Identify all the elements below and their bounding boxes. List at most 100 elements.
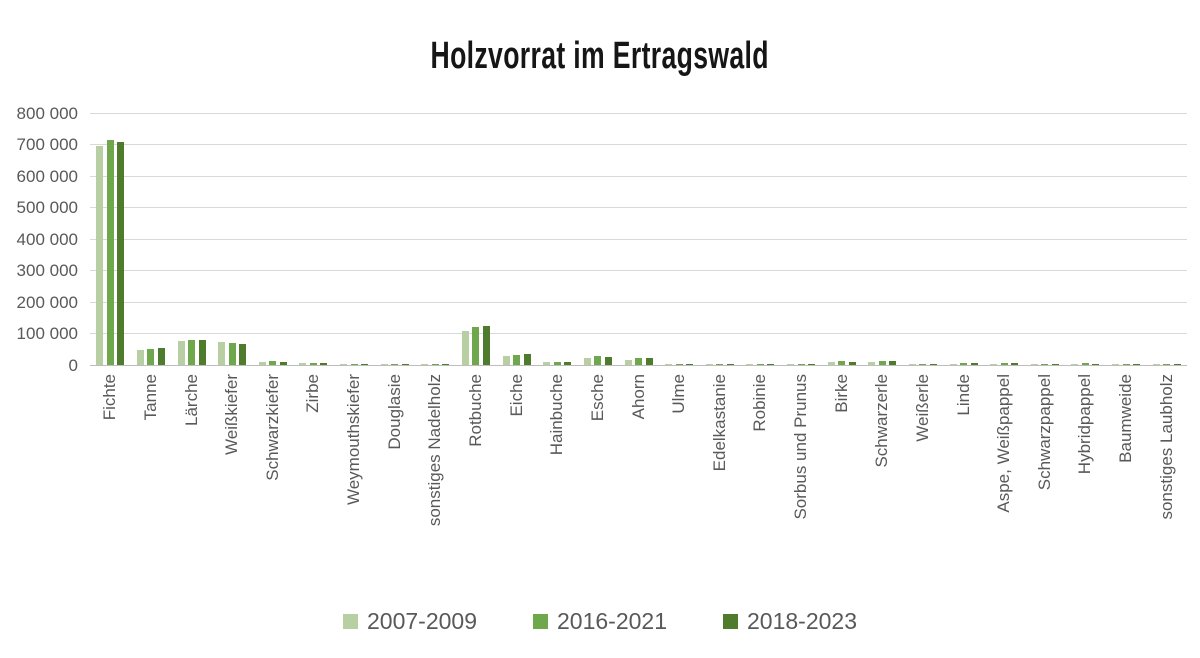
y-axis-tick-label: 200 000 [16,292,78,312]
bar-2016-2021 [838,361,846,365]
x-axis-category-label: Baumweide [1116,374,1136,463]
bar-2007-2009 [218,342,226,365]
y-axis-tick-label: 0 [68,355,78,375]
legend-item: 2007-2009 [343,609,477,633]
x-axis-category-label: Weißerle [912,374,932,442]
bar-2018-2023 [645,358,653,365]
bar-2007-2009 [177,341,185,365]
x-axis-category-label: Eiche [506,374,526,417]
legend-swatch-icon [723,613,738,629]
gridline [90,270,1187,271]
x-axis-category-label: sonstiges Laubholz [1156,374,1176,520]
x-axis-category-label: Ahorn [628,374,648,420]
bar-2016-2021 [188,340,196,365]
bar-2018-2023 [604,357,612,365]
x-axis-category-label: Zirbe [303,374,323,413]
x-axis-category-label: Schwarzerle [872,374,892,468]
x-axis-category-label: Tanne [140,374,160,421]
bar-2007-2009 [583,358,591,365]
y-axis-tick-label: 100 000 [16,324,78,343]
x-axis-category-label: Aspe, Weißpappel [994,374,1014,513]
gridline [90,207,1187,208]
legend-swatch-icon [343,613,358,629]
bar-2016-2021 [309,363,317,365]
x-axis-category-label: Hybridpappel [1075,374,1095,475]
bar-2018-2023 [1011,363,1019,365]
x-axis-category-label: Edelkastanie [709,374,729,472]
gridline [90,112,1187,114]
bar-2016-2021 [228,343,236,365]
x-axis-category-label: Linde [953,374,973,416]
bar-2007-2009 [868,362,876,365]
bar-2007-2009 [543,362,551,365]
x-axis-category-label: Weißkiefer [222,374,242,455]
legend-item: 2016-2021 [533,607,667,634]
bar-2018-2023 [239,344,247,365]
x-axis-category-label: Esche [587,374,607,422]
x-axis-category-label: Ulme [669,374,689,414]
bar-2016-2021 [106,140,114,365]
bar-2018-2023 [848,362,856,365]
bar-2016-2021 [147,349,155,365]
x-axis-category-label: Hainbuche [547,374,567,456]
bar-2007-2009 [827,362,835,365]
bar-2016-2021 [635,358,642,365]
bar-2018-2023 [523,354,531,365]
gridline [90,333,1187,334]
x-axis-category-label: sonstiges Nadelholz [425,374,445,527]
y-axis-tick-label: 400 000 [16,229,78,249]
chart-title: Holzvorrat im Ertragswald [0,30,1200,82]
legend-item: 2018-2023 [723,607,857,634]
bar-2018-2023 [117,142,125,365]
y-axis-tick-label: 600 000 [16,166,78,186]
x-axis-category-label: Sorbus und Prunus [791,374,811,520]
x-axis-category-label: Weymouthskiefer [344,374,364,506]
bar-2018-2023 [157,348,165,365]
bar-2016-2021 [960,363,968,365]
bar-2007-2009 [502,356,510,365]
y-axis-tick-label: 500 000 [16,198,78,217]
y-axis-tick-label: 300 000 [16,261,78,280]
bar-2016-2021 [1000,363,1008,365]
legend-label: 2016-2021 [557,607,667,634]
x-axis-category-label: Schwarzpappel [1034,374,1054,491]
bar-2016-2021 [269,361,277,365]
gridline [90,175,1187,177]
x-axis-category-label: Robinie [750,374,770,432]
chart-title-text: Holzvorrat im Ertragswald [430,35,770,77]
bar-2016-2021 [878,361,886,365]
bar-2018-2023 [279,362,287,365]
bar-2018-2023 [198,340,206,365]
bar-2007-2009 [258,362,266,365]
bar-2018-2023 [889,361,897,365]
x-axis-category-label: Douglasie [384,374,404,450]
bar-2016-2021 [1081,363,1089,365]
bar-2007-2009 [136,350,144,365]
bar-2018-2023 [564,362,572,365]
bar-2018-2023 [320,363,328,365]
y-axis-tick-label: 700 000 [16,135,78,154]
bar-2018-2023 [482,326,490,365]
bar-2016-2021 [472,327,480,365]
bar-2016-2021 [594,356,602,365]
bar-2007-2009 [96,146,104,365]
bar-2016-2021 [553,362,561,365]
bar-2007-2009 [461,331,469,365]
bar-2007-2009 [624,360,632,365]
bar-2018-2023 [970,363,978,365]
bar-2016-2021 [513,355,521,365]
legend: 2007-2009 2016-2021 2018-2023 [0,604,1200,638]
gridline [90,301,1187,303]
legend-swatch-icon [533,613,548,629]
gridline [90,238,1187,240]
x-axis-category-label: Fichte [100,374,120,421]
x-axis-category-label: Rotbuche [465,374,485,447]
bar-2007-2009 [299,363,307,365]
x-axis-line [90,364,1187,366]
x-axis-category-label: Lärche [181,374,201,426]
x-axis-category-label: Birke [831,374,851,413]
x-axis-category-label: Schwarzkiefer [262,374,282,481]
legend-label: 2018-2023 [747,607,857,634]
gridline [90,144,1187,145]
y-axis-tick-label: 800 000 [16,103,78,123]
